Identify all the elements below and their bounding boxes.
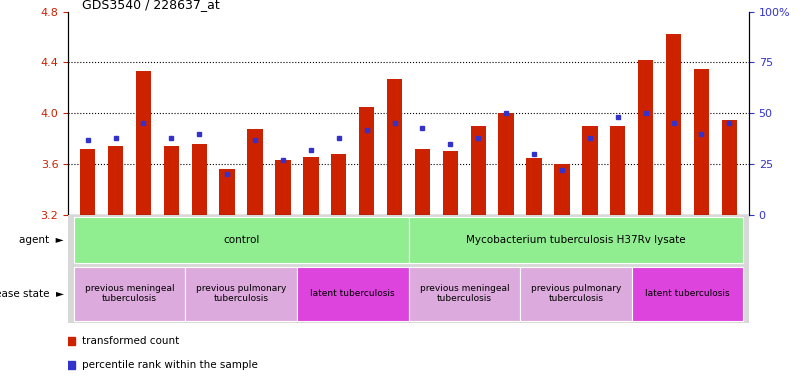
Text: GDS3540 / 228637_at: GDS3540 / 228637_at — [82, 0, 219, 12]
Bar — [722, 120, 737, 215]
Bar — [409, 217, 743, 263]
Text: transformed count: transformed count — [82, 336, 179, 346]
Bar — [163, 146, 179, 215]
Bar — [415, 149, 430, 215]
Text: previous pulmonary
tuberculosis: previous pulmonary tuberculosis — [531, 284, 621, 303]
Text: disease state  ►: disease state ► — [0, 289, 64, 299]
Text: previous pulmonary
tuberculosis: previous pulmonary tuberculosis — [196, 284, 286, 303]
Text: percentile rank within the sample: percentile rank within the sample — [82, 360, 258, 370]
Text: previous meningeal
tuberculosis: previous meningeal tuberculosis — [420, 284, 509, 303]
Bar — [694, 69, 709, 215]
Bar — [276, 161, 291, 215]
Bar — [638, 60, 654, 215]
Bar — [409, 267, 520, 321]
Bar — [359, 107, 374, 215]
Bar — [185, 267, 297, 321]
Bar — [219, 169, 235, 215]
Bar — [520, 267, 632, 321]
Bar — [303, 157, 319, 215]
Text: latent tuberculosis: latent tuberculosis — [311, 289, 395, 298]
Bar — [135, 71, 151, 215]
Bar — [666, 35, 682, 215]
Bar — [191, 144, 207, 215]
Bar — [582, 126, 598, 215]
Bar — [471, 126, 486, 215]
Bar — [74, 267, 185, 321]
Bar — [80, 149, 95, 215]
Bar — [248, 129, 263, 215]
Bar — [632, 267, 743, 321]
Bar — [331, 154, 346, 215]
Bar — [610, 126, 626, 215]
Bar — [108, 146, 123, 215]
Bar — [498, 113, 514, 215]
Text: latent tuberculosis: latent tuberculosis — [646, 289, 730, 298]
Bar — [297, 267, 409, 321]
Bar — [387, 79, 402, 215]
Text: control: control — [223, 235, 260, 245]
Text: agent  ►: agent ► — [19, 235, 64, 245]
Text: Mycobacterium tuberculosis H37Rv lysate: Mycobacterium tuberculosis H37Rv lysate — [466, 235, 686, 245]
Bar — [74, 217, 409, 263]
Bar — [443, 151, 458, 215]
Bar — [554, 164, 570, 215]
Text: previous meningeal
tuberculosis: previous meningeal tuberculosis — [85, 284, 175, 303]
Bar — [526, 158, 541, 215]
